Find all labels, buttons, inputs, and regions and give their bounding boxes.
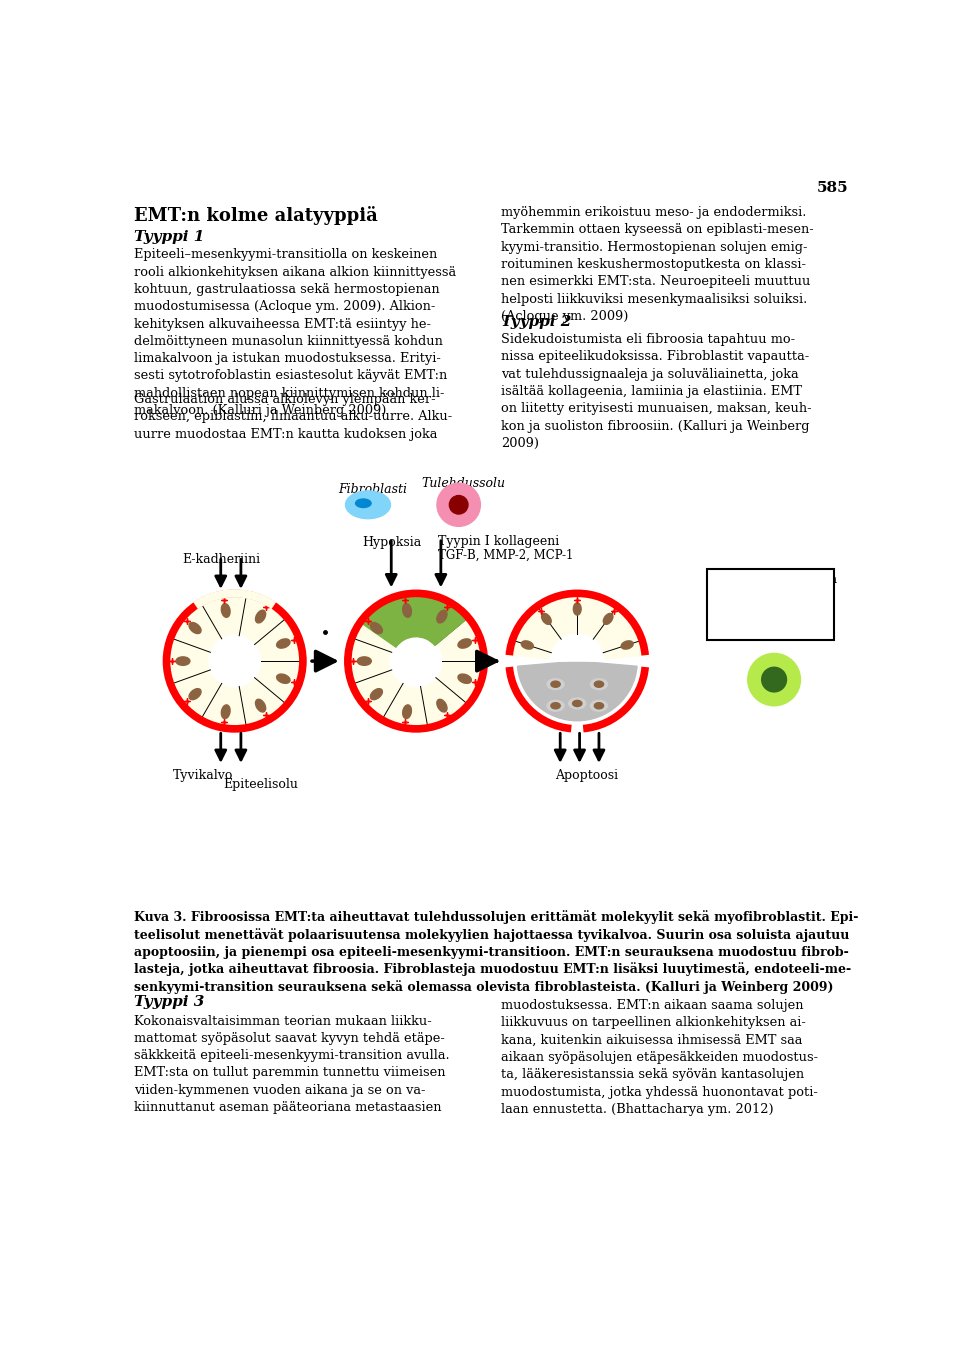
- FancyBboxPatch shape: [707, 570, 834, 640]
- Ellipse shape: [357, 657, 372, 666]
- Ellipse shape: [621, 641, 634, 649]
- Ellipse shape: [590, 679, 608, 690]
- Circle shape: [348, 593, 484, 728]
- Ellipse shape: [355, 499, 372, 507]
- Text: Sidekudoistumista eli fibroosia tapahtuu mo-
nissa epiteelikudoksissa. Fibroblas: Sidekudoistumista eli fibroosia tapahtuu…: [501, 333, 812, 450]
- Text: E-kadheriini: E-kadheriini: [182, 554, 260, 566]
- Ellipse shape: [590, 700, 608, 711]
- Ellipse shape: [255, 610, 266, 623]
- Circle shape: [748, 653, 801, 705]
- Ellipse shape: [189, 622, 201, 633]
- Circle shape: [437, 483, 480, 527]
- Ellipse shape: [572, 700, 582, 707]
- Text: Apoptoosi: Apoptoosi: [556, 769, 618, 782]
- Text: Tyyppi 1: Tyyppi 1: [134, 231, 204, 244]
- Text: Kokonaisvaltaisimman teorian mukaan liikku-
mattomat syöpäsolut saavat kyvyn teh: Kokonaisvaltaisimman teorian mukaan liik…: [134, 1015, 449, 1114]
- Text: Tyypin I kollageeni: Tyypin I kollageeni: [438, 535, 559, 548]
- Ellipse shape: [547, 679, 564, 690]
- Ellipse shape: [594, 681, 604, 687]
- Ellipse shape: [222, 705, 230, 719]
- Text: EMT:n seurauksena
syntynyt
mesenkymaalinen
solu: EMT:n seurauksena syntynyt mesenkymaalin…: [711, 573, 837, 642]
- Ellipse shape: [346, 491, 391, 518]
- Text: Kuva 3. Fibroosissa EMT:ta aiheuttavat tulehdussolujen erittämät molekyylit sekä: Kuva 3. Fibroosissa EMT:ta aiheuttavat t…: [134, 911, 858, 994]
- Text: TGF-B, MMP-2, MCP-1: TGF-B, MMP-2, MCP-1: [438, 548, 573, 562]
- Circle shape: [166, 593, 303, 728]
- Ellipse shape: [573, 603, 581, 615]
- Ellipse shape: [568, 698, 586, 709]
- Circle shape: [761, 667, 786, 692]
- Wedge shape: [550, 634, 605, 662]
- Ellipse shape: [222, 604, 230, 618]
- Text: Tyvikalvo: Tyvikalvo: [173, 769, 233, 782]
- Ellipse shape: [551, 702, 561, 709]
- Ellipse shape: [276, 674, 290, 683]
- Circle shape: [390, 636, 442, 687]
- Circle shape: [449, 495, 468, 514]
- Ellipse shape: [603, 614, 612, 625]
- Ellipse shape: [547, 700, 564, 711]
- Ellipse shape: [176, 657, 190, 666]
- Text: Tyyppi 2: Tyyppi 2: [501, 315, 571, 329]
- Ellipse shape: [594, 702, 604, 709]
- Text: Epiteelisolu: Epiteelisolu: [223, 777, 298, 791]
- Ellipse shape: [371, 622, 382, 633]
- Ellipse shape: [189, 689, 201, 700]
- Wedge shape: [517, 662, 637, 720]
- Text: Fibroblasti: Fibroblasti: [339, 483, 408, 496]
- Wedge shape: [361, 595, 468, 647]
- Wedge shape: [510, 593, 645, 662]
- Text: EMT:n kolme alatyyppiä: EMT:n kolme alatyyppiä: [134, 206, 377, 225]
- Ellipse shape: [437, 700, 447, 712]
- Ellipse shape: [437, 610, 447, 623]
- Ellipse shape: [458, 638, 471, 648]
- Ellipse shape: [551, 681, 561, 687]
- Ellipse shape: [276, 638, 290, 648]
- Text: Gastrulaation alussa alkiolevyn ylempään ker-
rokseen, epiblastiin, ilmaantuu al: Gastrulaation alussa alkiolevyn ylempään…: [134, 393, 452, 441]
- Ellipse shape: [541, 614, 551, 625]
- Text: myöhemmin erikoistuu meso- ja endodermiksi.
Tarkemmin ottaen kyseessä on epiblas: myöhemmin erikoistuu meso- ja endodermik…: [501, 206, 814, 323]
- Text: Tulehdussolu: Tulehdussolu: [421, 477, 506, 490]
- Ellipse shape: [458, 674, 471, 683]
- Text: muodostuksessa. EMT:n aikaan saama solujen
liikkuvuus on tarpeellinen alkionkehi: muodostuksessa. EMT:n aikaan saama soluj…: [501, 998, 819, 1116]
- Ellipse shape: [402, 604, 412, 618]
- Text: 585: 585: [817, 180, 849, 195]
- Text: Tyyppi 3: Tyyppi 3: [134, 996, 204, 1009]
- Ellipse shape: [521, 641, 534, 649]
- Text: Epiteeli–mesenkyymi-transitiolla on keskeinen
rooli alkionkehityksen aikana alki: Epiteeli–mesenkyymi-transitiolla on kesk…: [134, 248, 456, 417]
- Text: Hypoksia: Hypoksia: [362, 536, 421, 550]
- Circle shape: [208, 636, 260, 687]
- Ellipse shape: [371, 689, 382, 700]
- Ellipse shape: [255, 700, 266, 712]
- Ellipse shape: [402, 705, 412, 719]
